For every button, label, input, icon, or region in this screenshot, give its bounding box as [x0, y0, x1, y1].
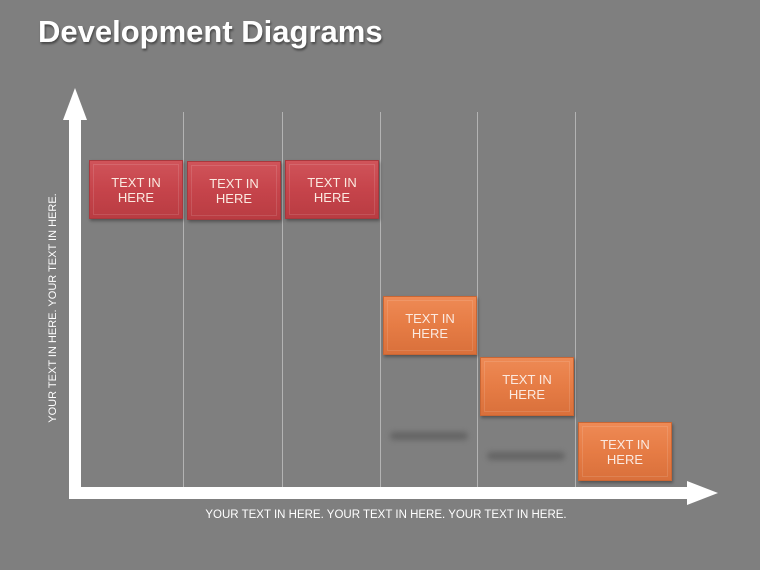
column-divider — [575, 112, 576, 488]
stage-box-1[interactable]: TEXT IN HERE — [89, 160, 183, 219]
stage-box-label: TEXT IN HERE — [307, 174, 357, 205]
stage-box-label: TEXT IN HERE — [600, 436, 650, 467]
stage-box-2[interactable]: TEXT IN HERE — [187, 161, 281, 220]
stage-box-label: TEXT IN HERE — [405, 310, 455, 341]
stage-box-label: TEXT IN HERE — [502, 371, 552, 402]
column-divider — [282, 112, 283, 488]
stage-box-4[interactable]: TEXT IN HERE — [383, 296, 477, 355]
x-axis-label: YOUR TEXT IN HERE. YOUR TEXT IN HERE. YO… — [205, 509, 567, 521]
column-divider — [477, 112, 478, 488]
x-axis-arrow-icon — [69, 481, 718, 505]
y-axis-label: YOUR TEXT IN HERE. YOUR TEXT IN HERE. — [47, 193, 59, 423]
stage-box-label: TEXT IN HERE — [209, 175, 259, 206]
stage-box-3[interactable]: TEXT IN HERE — [285, 160, 379, 219]
decorative-shadow — [487, 452, 565, 460]
column-divider — [183, 112, 184, 488]
page-title: Development Diagrams — [38, 14, 383, 49]
stage-box-label: TEXT IN HERE — [111, 174, 161, 205]
column-divider — [380, 112, 381, 488]
y-axis-arrow-icon — [63, 88, 87, 499]
stage-box-6[interactable]: TEXT IN HERE — [578, 422, 672, 481]
decorative-shadow — [390, 432, 468, 440]
stage-box-5[interactable]: TEXT IN HERE — [480, 357, 574, 416]
